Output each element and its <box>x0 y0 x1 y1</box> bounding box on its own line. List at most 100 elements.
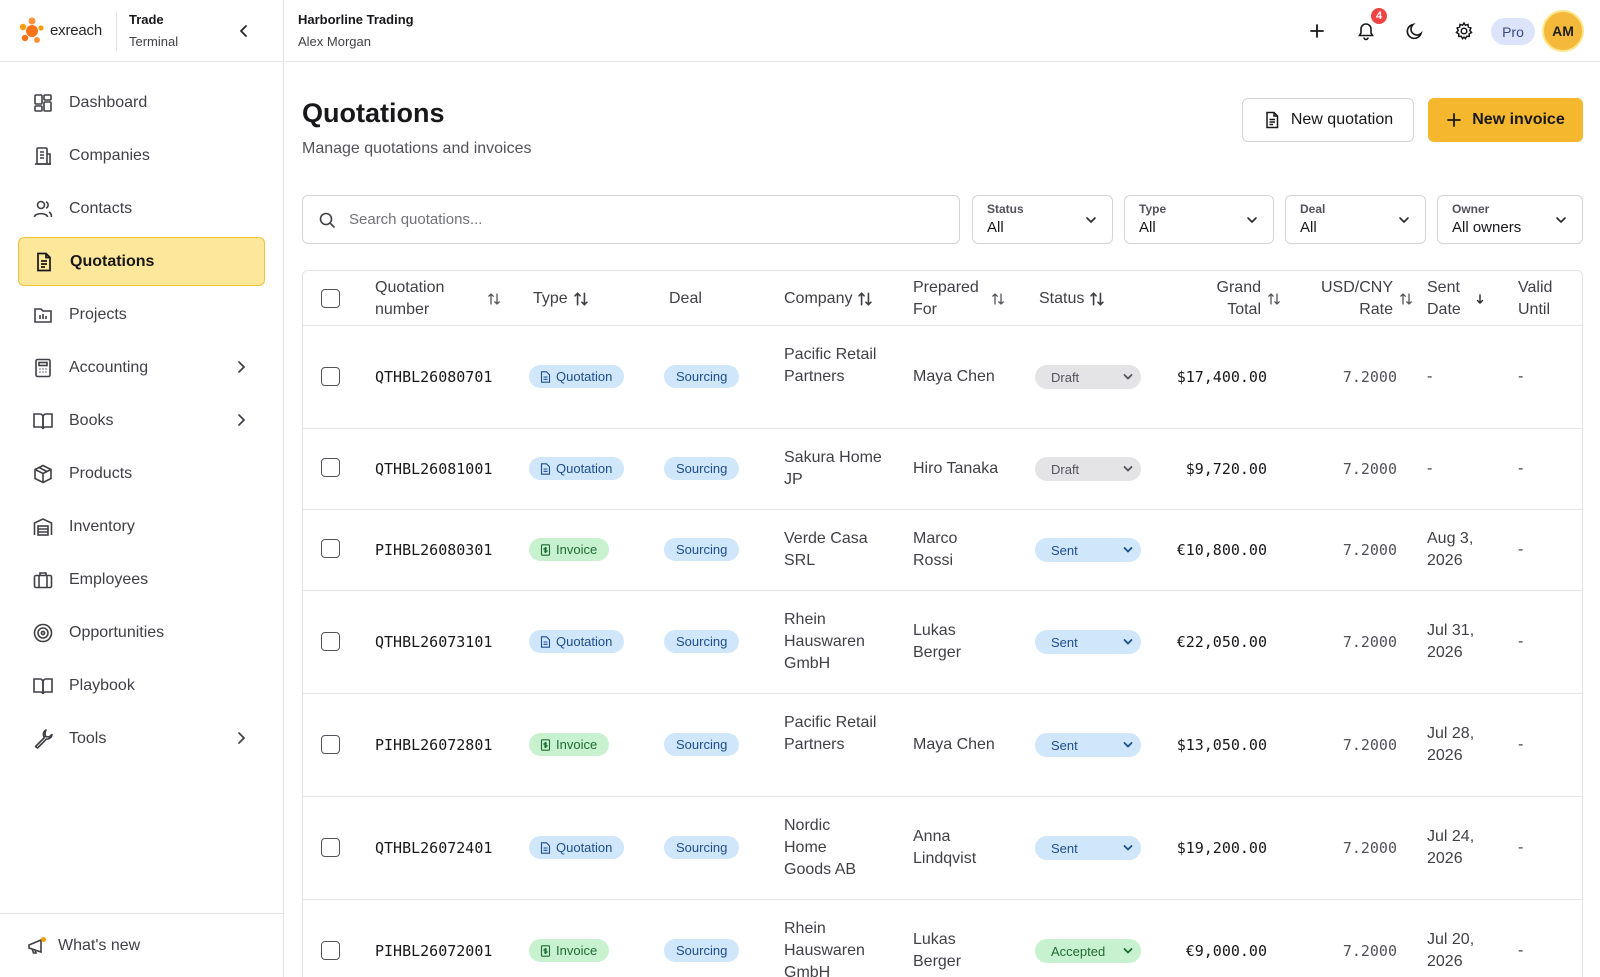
sidebar-item-tools[interactable]: Tools <box>18 714 265 763</box>
type-filter[interactable]: Type All <box>1124 195 1274 244</box>
sort-icon <box>1088 290 1106 308</box>
theme-toggle-button[interactable] <box>1403 19 1427 43</box>
sidebar-item-companies[interactable]: Companies <box>18 131 265 180</box>
col-grand-total[interactable]: Grand Total <box>1183 271 1283 326</box>
table-row[interactable]: PIHBL26072801 Invoice Sourcing Pacific R… <box>303 694 1582 797</box>
col-label: Status <box>1039 289 1085 307</box>
quotation-number[interactable]: QTHBL26072401 <box>375 839 493 857</box>
table-row[interactable]: QTHBL26080701 Quotation Sourcing Pacific… <box>303 326 1582 429</box>
add-button[interactable] <box>1305 19 1329 43</box>
sidebar-item-contacts[interactable]: Contacts <box>18 184 265 233</box>
chevron-down-icon <box>1120 542 1136 558</box>
table-row[interactable]: QTHBL26081001 Quotation Sourcing Sakura … <box>303 429 1582 510</box>
sidebar-item-dashboard[interactable]: Dashboard <box>18 78 265 127</box>
sidebar-item-quotations[interactable]: Quotations <box>18 237 265 286</box>
col-sent-date[interactable]: Sent Date <box>1427 271 1497 326</box>
grand-total: $17,400.00 <box>1176 368 1267 386</box>
quotation-number[interactable]: QTHBL26080701 <box>375 368 493 386</box>
status-select[interactable]: Sent <box>1035 630 1141 654</box>
col-label: Deal <box>669 289 702 307</box>
table-row[interactable]: PIHBL26072001 Invoice Sourcing Rhein Hau… <box>303 900 1582 977</box>
sent-date: - <box>1427 368 1433 385</box>
settings-button[interactable] <box>1452 19 1476 43</box>
plan-badge: Pro <box>1491 18 1535 45</box>
quotation-number[interactable]: PIHBL26072801 <box>375 736 493 754</box>
quotation-number[interactable]: QTHBL26081001 <box>375 460 493 478</box>
row-checkbox[interactable] <box>321 838 340 857</box>
quotations-table: Quotation number Type Deal Company Prepa… <box>302 270 1583 977</box>
col-prepared-for[interactable]: Prepared For <box>913 271 1013 326</box>
type-badge: Invoice <box>529 538 610 561</box>
whats-new-button[interactable]: What's new <box>0 913 283 977</box>
grand-total: $9,720.00 <box>1185 460 1267 478</box>
collapse-sidebar-button[interactable] <box>232 19 256 43</box>
sidebar-item-employees[interactable]: Employees <box>18 555 265 604</box>
deal-filter[interactable]: Deal All <box>1285 195 1426 244</box>
status-select[interactable]: Sent <box>1035 733 1141 757</box>
valid-until: - <box>1518 541 1524 558</box>
type-badge: Quotation <box>529 836 625 859</box>
dashboard-icon <box>32 92 54 114</box>
col-type[interactable]: Type <box>533 271 590 326</box>
company-name: Nordic Home Goods AB <box>784 817 857 878</box>
valid-until: - <box>1518 368 1524 385</box>
sidebar-item-products[interactable]: Products <box>18 449 265 498</box>
building-icon <box>32 145 54 167</box>
status-select[interactable]: Draft <box>1035 365 1141 389</box>
row-checkbox[interactable] <box>321 458 340 477</box>
sidebar-item-accounting[interactable]: Accounting <box>18 343 265 392</box>
avatar[interactable]: AM <box>1542 10 1584 52</box>
chevron-down-icon <box>1395 211 1413 229</box>
chevron-left-icon <box>240 25 247 37</box>
org-switcher[interactable]: Harborline Trading Alex Morgan <box>298 9 414 53</box>
col-deal: Deal <box>669 271 702 326</box>
sidebar-item-books[interactable]: Books <box>18 396 265 445</box>
sidebar-item-playbook[interactable]: Playbook <box>18 661 265 710</box>
row-checkbox[interactable] <box>321 941 340 960</box>
quotation-number[interactable]: PIHBL26080301 <box>375 541 493 559</box>
table-row[interactable]: PIHBL26080301 Invoice Sourcing Verde Cas… <box>303 510 1582 591</box>
document-icon <box>540 841 551 854</box>
calculator-icon <box>32 357 54 379</box>
new-invoice-button[interactable]: New invoice <box>1428 98 1583 142</box>
table-row[interactable]: QTHBL26072401 Quotation Sourcing Nordic … <box>303 797 1582 900</box>
status-select[interactable]: Accepted <box>1035 939 1141 963</box>
col-label: Grand Total <box>1216 278 1261 318</box>
page-subtitle: Manage quotations and invoices <box>302 140 532 157</box>
table-row[interactable]: QTHBL26073101 Quotation Sourcing Rhein H… <box>303 591 1582 694</box>
row-checkbox[interactable] <box>321 632 340 651</box>
col-status[interactable]: Status <box>1039 271 1106 326</box>
whats-new-label: What's new <box>58 936 141 954</box>
quotation-number[interactable]: PIHBL26072001 <box>375 942 493 960</box>
row-checkbox[interactable] <box>321 735 340 754</box>
notifications-button[interactable]: 4 <box>1354 7 1388 43</box>
chevron-down-icon <box>1120 943 1136 959</box>
sidebar-item-opportunities[interactable]: Opportunities <box>18 608 265 657</box>
grand-total: €22,050.00 <box>1176 633 1267 651</box>
row-checkbox[interactable] <box>321 367 340 386</box>
box-icon <box>32 463 54 485</box>
logo[interactable]: exreach <box>17 16 102 46</box>
chevron-down-icon <box>1120 840 1136 856</box>
sidebar-item-inventory[interactable]: Inventory <box>18 502 265 551</box>
quotation-number[interactable]: QTHBL26073101 <box>375 633 493 651</box>
status-select[interactable]: Sent <box>1035 836 1141 860</box>
status-filter[interactable]: Status All <box>972 195 1113 244</box>
search-input[interactable]: Search quotations... <box>302 195 960 244</box>
deal-badge: Sourcing <box>664 457 740 480</box>
col-rate[interactable]: USD/CNY Rate <box>1303 271 1415 326</box>
select-all-checkbox[interactable] <box>321 289 340 308</box>
status-select[interactable]: Sent <box>1035 538 1141 562</box>
filter-label: Owner <box>1452 202 1490 216</box>
sidebar-item-label: Products <box>69 464 133 482</box>
book-open-icon <box>32 410 54 432</box>
status-select[interactable]: Draft <box>1035 457 1141 481</box>
row-checkbox[interactable] <box>321 539 340 558</box>
col-company[interactable]: Company <box>784 271 874 326</box>
owner-filter[interactable]: Owner All owners <box>1437 195 1583 244</box>
deal-badge: Sourcing <box>664 733 740 756</box>
new-quotation-button[interactable]: New quotation <box>1242 98 1414 142</box>
sidebar-item-projects[interactable]: Projects <box>18 290 265 339</box>
col-quotation-number[interactable]: Quotation number <box>375 271 505 326</box>
book-icon <box>32 675 54 697</box>
